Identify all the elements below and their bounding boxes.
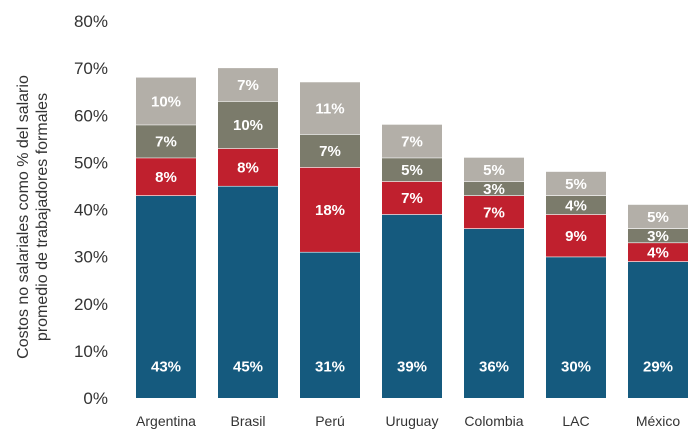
data-label: 7% xyxy=(155,134,177,151)
bar-segment xyxy=(218,148,278,186)
bar-segment xyxy=(628,204,688,229)
y-axis-title-line2: promedio de trabajadores formales xyxy=(34,93,51,341)
data-label: 9% xyxy=(565,228,587,245)
data-label: 4% xyxy=(647,244,669,261)
data-label: 10% xyxy=(151,94,181,111)
data-label: 7% xyxy=(237,77,259,94)
bar-segment xyxy=(628,242,688,262)
data-label: 30% xyxy=(561,358,591,375)
x-category-label: Colombia xyxy=(464,413,523,429)
y-tick-label: 50% xyxy=(74,153,108,172)
bar-segment xyxy=(382,214,442,398)
data-label: 18% xyxy=(315,202,345,219)
data-label: 7% xyxy=(483,204,505,221)
bar-segment xyxy=(136,77,196,125)
data-label: 7% xyxy=(401,134,423,151)
y-tick-label: 10% xyxy=(74,342,108,361)
y-tick-label: 30% xyxy=(74,248,108,267)
data-label: 5% xyxy=(483,162,505,179)
y-tick-label: 20% xyxy=(74,295,108,314)
y-tick-label: 70% xyxy=(74,59,108,78)
bar-segment xyxy=(546,256,606,398)
data-label: 43% xyxy=(151,358,181,375)
y-axis-ticks: 0% 10% 20% 30% 40% 50% 60% 70% 80% xyxy=(74,12,108,408)
y-tick-label: 80% xyxy=(74,12,108,31)
data-label: 7% xyxy=(319,143,341,160)
data-label: 3% xyxy=(647,228,669,245)
data-label: 8% xyxy=(237,160,259,177)
data-label: 45% xyxy=(233,358,263,375)
data-label: 5% xyxy=(401,162,423,179)
x-axis-labels: Argentina Brasil Perú Uruguay Colombia LAC Méx… xyxy=(136,413,680,429)
x-category-label: Brasil xyxy=(230,413,265,429)
data-label: 7% xyxy=(401,190,423,207)
bar-segment xyxy=(464,228,524,398)
data-label: 29% xyxy=(643,358,673,375)
data-label: 36% xyxy=(479,358,509,375)
data-label: 4% xyxy=(565,197,587,214)
bar-segment xyxy=(546,214,606,257)
data-label: 5% xyxy=(565,176,587,193)
data-label: 3% xyxy=(483,181,505,198)
x-category-label: México xyxy=(636,413,681,429)
bar-segment xyxy=(300,82,360,135)
bar-segment xyxy=(464,181,524,196)
y-tick-label: 40% xyxy=(74,201,108,220)
bar-segment xyxy=(136,195,196,398)
y-tick-label: 60% xyxy=(74,106,108,125)
data-label: 10% xyxy=(233,117,263,134)
bar-segment xyxy=(382,124,442,158)
x-category-label: Uruguay xyxy=(386,413,439,429)
bar-segment xyxy=(628,228,688,243)
bar-segment xyxy=(300,251,360,398)
data-label: 39% xyxy=(397,358,427,375)
data-label: 31% xyxy=(315,358,345,375)
bar-segment xyxy=(546,195,606,215)
x-category-label: Perú xyxy=(315,413,345,429)
bar-segment xyxy=(300,134,360,168)
bar-segment xyxy=(136,124,196,158)
bars: 43% 8% 7% 10% 45% 8% 10% 7% 31% 18% 7% 11% 39% 7% 5% 7%… xyxy=(136,68,688,398)
bar-segment xyxy=(628,261,688,398)
bar-segment xyxy=(218,101,278,149)
data-label: 5% xyxy=(647,209,669,226)
y-tick-label: 0% xyxy=(83,389,108,408)
bar-segment xyxy=(382,181,442,215)
y-axis-title-line1: Costos no salariales como % del salario xyxy=(15,75,32,359)
bar-segment xyxy=(464,195,524,229)
y-axis-title: Costos no salariales como % del salario … xyxy=(15,75,51,359)
data-label: 8% xyxy=(155,169,177,186)
x-category-label: Argentina xyxy=(136,413,196,429)
x-category-label: LAC xyxy=(562,413,589,429)
data-label: 11% xyxy=(315,101,344,118)
bar-segment xyxy=(546,171,606,196)
bar-segment xyxy=(382,157,442,182)
bar-segment xyxy=(218,68,278,102)
bar-segment xyxy=(300,167,360,252)
bar-segment xyxy=(218,185,278,398)
bar-segment xyxy=(464,157,524,182)
bar-segment xyxy=(136,157,196,196)
